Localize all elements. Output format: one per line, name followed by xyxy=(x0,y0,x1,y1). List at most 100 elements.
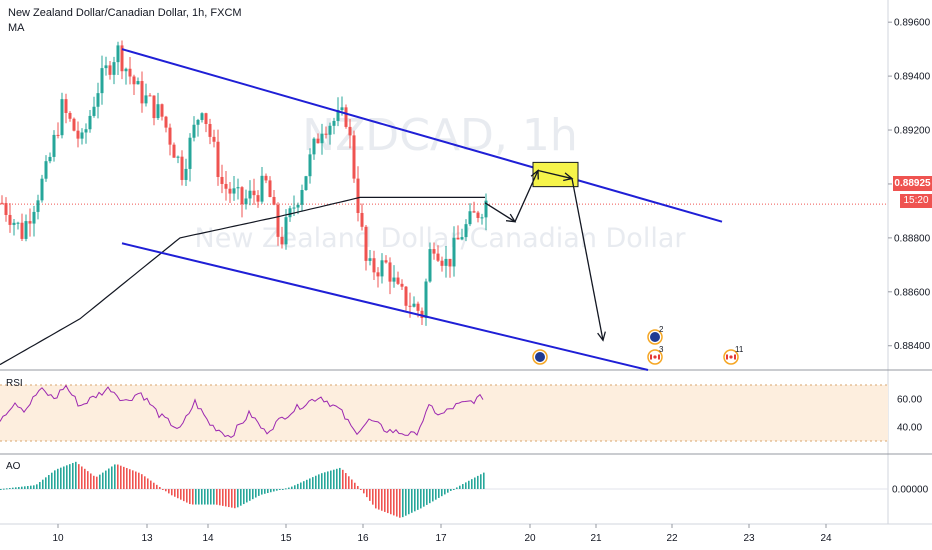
ao-bar xyxy=(24,486,26,489)
ao-bar xyxy=(162,489,164,490)
ao-bar xyxy=(408,489,410,515)
ao-bar xyxy=(300,482,302,489)
candle-body xyxy=(120,45,124,72)
ao-bar xyxy=(318,474,320,489)
ao-bar xyxy=(246,489,248,503)
projection-arrows[interactable] xyxy=(484,169,606,342)
candle-body xyxy=(168,127,172,145)
ao-tick-label: 0.00000 xyxy=(892,485,929,496)
candle-body xyxy=(188,137,192,169)
candle-body xyxy=(12,222,16,225)
ao-bar xyxy=(423,489,425,507)
candle-body xyxy=(360,212,364,227)
candle-body xyxy=(8,214,12,225)
time-tick-label: 20 xyxy=(524,533,536,544)
economic-events[interactable]: 2 3 11 xyxy=(532,325,744,365)
candle-body xyxy=(448,258,452,267)
candle-body xyxy=(240,187,244,205)
ao-bar xyxy=(375,489,377,509)
ao-bar xyxy=(135,471,137,489)
candle-body xyxy=(176,156,180,158)
candle-body xyxy=(52,134,56,157)
time-tick-label: 24 xyxy=(820,533,832,544)
ao-bar xyxy=(174,489,176,497)
candle-body xyxy=(192,124,196,138)
ao-bar xyxy=(414,489,416,512)
ca-flag-icon[interactable] xyxy=(723,349,739,365)
projection-segment xyxy=(537,169,573,180)
ao-bar xyxy=(420,489,422,509)
ao-bar xyxy=(249,489,251,501)
candle-body xyxy=(252,190,256,196)
candle-body xyxy=(284,217,288,245)
time-tick-label: 22 xyxy=(666,533,678,544)
ao-bar xyxy=(33,485,35,489)
ca-flag-icon[interactable] xyxy=(647,349,663,365)
ao-bar xyxy=(321,473,323,489)
ao-bar xyxy=(483,472,485,489)
ao-bar xyxy=(156,484,158,489)
projection-segment xyxy=(484,202,516,223)
time-tick-label: 21 xyxy=(590,533,602,544)
ao-bar xyxy=(447,489,449,493)
candle-body xyxy=(404,286,408,306)
ao-bar xyxy=(351,479,353,489)
candle-body xyxy=(464,224,468,238)
ao-bar xyxy=(90,473,92,489)
watermark-name: New Zealand Dollar/Canadian Dollar xyxy=(195,223,687,254)
candle-body xyxy=(112,62,116,75)
rsi-label[interactable]: RSI xyxy=(6,378,23,389)
ao-bar xyxy=(69,464,71,489)
candle-body xyxy=(348,126,352,136)
candle-body xyxy=(160,104,164,117)
channel-upper-line[interactable] xyxy=(121,48,723,223)
ao-bar xyxy=(276,489,278,491)
ao-bar xyxy=(237,489,239,508)
ao-bar xyxy=(144,476,146,489)
time-axis[interactable]: 10 13 14 15 16 17 20 21 22 23 24 xyxy=(52,524,832,544)
ao-bar xyxy=(306,479,308,489)
candle-body xyxy=(124,68,128,72)
channel-lower-line[interactable] xyxy=(121,242,649,371)
price-tick-label: 0.89600 xyxy=(894,18,931,29)
candle-body xyxy=(204,113,208,124)
rsi-tick-label: 60.00 xyxy=(897,395,922,406)
candle-body xyxy=(424,281,428,319)
candle-body xyxy=(320,133,324,144)
candle-body xyxy=(372,258,376,273)
ao-bar xyxy=(285,488,287,490)
candle-body xyxy=(308,154,312,177)
candle-body xyxy=(312,138,316,155)
nz-flag-icon[interactable] xyxy=(647,329,663,345)
ao-bar xyxy=(114,464,116,489)
ao-bar xyxy=(0,489,2,490)
ao-bar xyxy=(138,472,140,489)
ao-bar xyxy=(78,464,80,489)
ao-bar xyxy=(240,489,242,506)
candle-body xyxy=(300,190,304,205)
time-tick-label: 13 xyxy=(141,533,153,544)
ao-bar xyxy=(474,477,476,489)
ao-bar xyxy=(435,489,437,500)
candle-body xyxy=(28,221,32,224)
ao-bar xyxy=(105,470,107,489)
candle-body xyxy=(336,110,340,121)
candle-body xyxy=(72,118,76,131)
ao-bar xyxy=(354,482,356,489)
candle-body xyxy=(40,178,44,201)
ao-bar xyxy=(270,489,272,493)
candle-body xyxy=(460,237,464,240)
nz-flag-icon[interactable] xyxy=(532,349,548,365)
ao-bar xyxy=(477,475,479,489)
ao-bar xyxy=(216,489,218,505)
indicator-label[interactable]: MA xyxy=(8,22,25,34)
ao-bar xyxy=(219,489,221,506)
rsi-axis: 60.00 40.00 xyxy=(897,395,922,434)
candle-body xyxy=(440,260,444,266)
candle-body xyxy=(80,132,84,139)
time-tick-label: 17 xyxy=(435,533,447,544)
candle-body xyxy=(196,119,200,125)
ao-label[interactable]: AO xyxy=(6,461,21,472)
ao-bar xyxy=(465,482,467,489)
